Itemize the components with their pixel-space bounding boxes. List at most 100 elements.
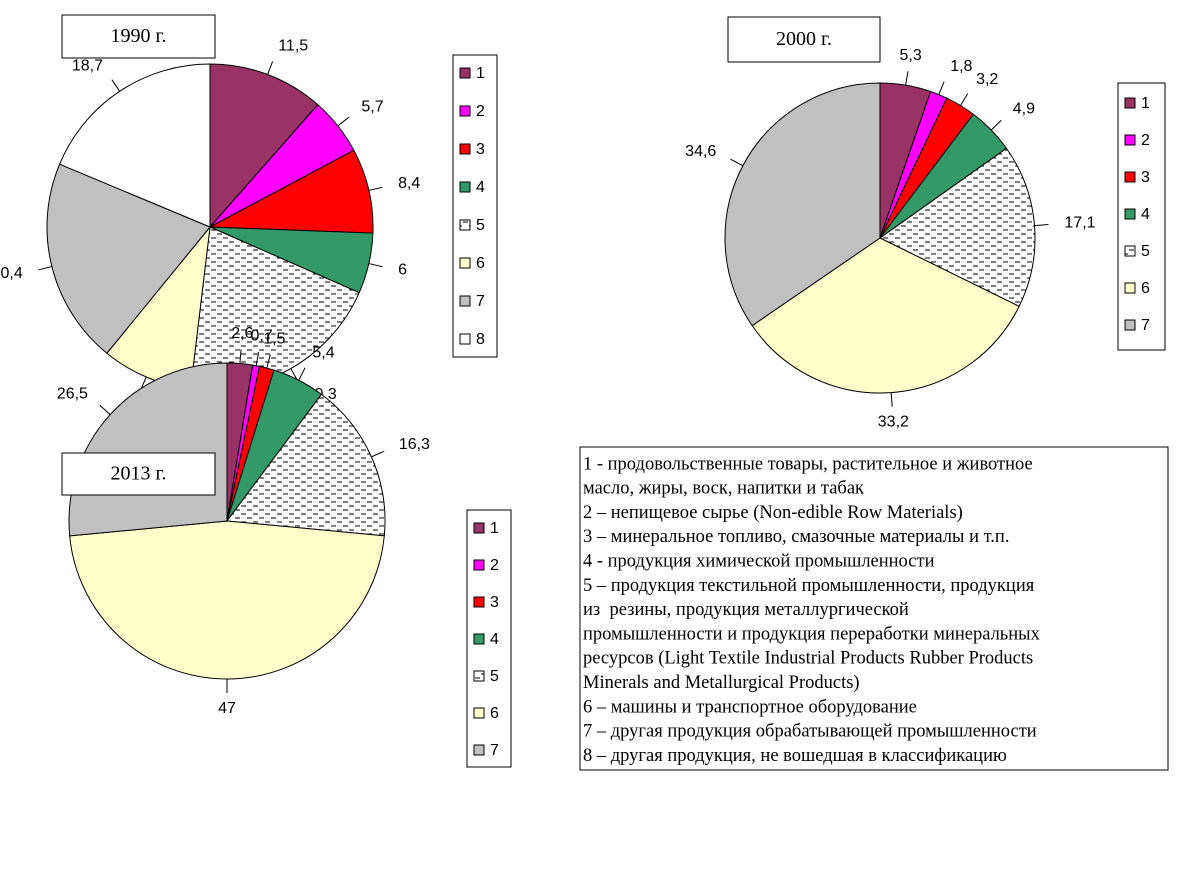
note-line: ресурсов (Light Textile Industrial Produ… bbox=[583, 649, 1033, 669]
note-line: 7 – другая продукция обрабатывающей пром… bbox=[583, 722, 1037, 742]
leader-line bbox=[990, 119, 1002, 131]
chart-title: 1990 г. bbox=[111, 25, 167, 47]
data-label: 4,9 bbox=[1013, 100, 1035, 117]
legend-swatch bbox=[473, 559, 485, 571]
legend-swatch bbox=[473, 633, 485, 645]
data-label: 1,5 bbox=[263, 330, 285, 347]
legend-label: 7 bbox=[1141, 317, 1150, 334]
data-label: 1,8 bbox=[950, 58, 972, 75]
legend-label: 5 bbox=[490, 668, 499, 685]
note-line: масло, жиры, воск, напитки и табак bbox=[583, 479, 864, 499]
legend-swatch bbox=[459, 333, 471, 345]
legend-swatch bbox=[473, 707, 485, 719]
legend-label: 3 bbox=[476, 141, 485, 158]
data-label: 5,7 bbox=[361, 98, 383, 115]
note-line: 6 – машины и транспортное оборудование bbox=[583, 697, 917, 717]
leader-line bbox=[267, 61, 274, 75]
note-line: 4 - продукция химической промышленности bbox=[583, 551, 935, 571]
data-label: 18,7 bbox=[72, 58, 103, 75]
legend-swatch bbox=[473, 522, 485, 534]
legend-swatch bbox=[1124, 282, 1136, 294]
leader-line bbox=[368, 263, 383, 268]
legend-label: 3 bbox=[490, 594, 499, 611]
legend-swatch bbox=[459, 295, 471, 307]
data-label: 3,2 bbox=[976, 71, 998, 88]
pie-slice bbox=[208, 149, 374, 234]
pie-slice bbox=[69, 520, 385, 680]
leader-line bbox=[368, 186, 383, 191]
data-label: 0,7 bbox=[251, 327, 273, 344]
legend-swatch bbox=[473, 596, 485, 608]
note-line: 8 – другая продукция, не вошедшая в клас… bbox=[583, 746, 1007, 766]
data-label: 5,4 bbox=[312, 345, 334, 362]
leader-line bbox=[99, 404, 111, 416]
legend-label: 7 bbox=[476, 293, 485, 310]
notes-box bbox=[579, 446, 1169, 771]
data-label: 8,4 bbox=[398, 175, 420, 192]
data-label: 16,3 bbox=[399, 436, 430, 453]
legend-swatch bbox=[1124, 245, 1136, 257]
legend-swatch bbox=[1124, 171, 1136, 183]
legend-label: 4 bbox=[476, 179, 485, 196]
note-line: из резины, продукция металлургической bbox=[583, 600, 909, 620]
legend-label: 6 bbox=[490, 705, 499, 722]
legend-label: 6 bbox=[476, 255, 485, 272]
data-label: 20,4 bbox=[0, 265, 23, 282]
legend-swatch bbox=[459, 181, 471, 193]
legend-label: 8 bbox=[476, 331, 485, 348]
pie-slice bbox=[68, 362, 228, 537]
leader-line bbox=[239, 349, 242, 364]
leader-line bbox=[298, 367, 306, 381]
legend-label: 5 bbox=[1141, 243, 1150, 260]
legend-label: 5 bbox=[476, 217, 485, 234]
legend-swatch bbox=[459, 143, 471, 155]
legend-label: 6 bbox=[1141, 280, 1150, 297]
legend-swatch bbox=[1124, 134, 1136, 146]
chart-title: 2000 г. bbox=[776, 28, 832, 50]
data-label: 2,6 bbox=[231, 325, 253, 342]
leader-line bbox=[890, 392, 893, 407]
legend-label: 1 bbox=[476, 65, 485, 82]
note-line: промышленности и продукция переработки м… bbox=[583, 624, 1041, 644]
leader-line bbox=[730, 158, 744, 167]
leader-line bbox=[371, 450, 385, 458]
leader-line bbox=[938, 81, 945, 95]
pie-slice bbox=[724, 82, 881, 327]
leader-line bbox=[255, 351, 260, 366]
legend-label: 4 bbox=[490, 631, 499, 648]
title-box bbox=[727, 16, 881, 63]
data-label: 34,6 bbox=[685, 143, 716, 160]
leader-line bbox=[1034, 223, 1049, 227]
legend-label: 7 bbox=[490, 742, 499, 759]
legend-swatch bbox=[473, 744, 485, 756]
leader-line bbox=[960, 93, 969, 106]
title-box bbox=[61, 452, 216, 496]
legend-label: 4 bbox=[1141, 206, 1150, 223]
data-label: 11,5 bbox=[278, 38, 308, 55]
data-label: 17,1 bbox=[1064, 214, 1095, 231]
pie-slice bbox=[879, 147, 1036, 308]
legend-swatch bbox=[459, 219, 471, 231]
leader-line bbox=[905, 71, 909, 86]
note-line: Minerals and Metallurgical Products) bbox=[583, 673, 860, 693]
legend-label: 2 bbox=[490, 557, 499, 574]
legend-swatch bbox=[1124, 97, 1136, 109]
title-box bbox=[61, 14, 216, 59]
legend-label: 1 bbox=[1141, 95, 1150, 112]
legend-label: 3 bbox=[1141, 169, 1150, 186]
leader-line bbox=[111, 79, 121, 92]
pie-slice bbox=[58, 63, 211, 228]
chart-title: 2013 г. bbox=[111, 463, 167, 485]
data-label: 47 bbox=[218, 700, 236, 717]
legend-swatch bbox=[473, 670, 485, 682]
note-line: 2 – непищевое сырье (Non-edible Row Mate… bbox=[583, 503, 963, 523]
note-line: 3 – минеральное топливо, смазочные матер… bbox=[583, 527, 1009, 547]
legend-swatch bbox=[459, 105, 471, 117]
legend-swatch bbox=[459, 257, 471, 269]
legend-label: 2 bbox=[1141, 132, 1150, 149]
note-line: 5 – продукция текстильной промышленности… bbox=[583, 576, 1035, 596]
leader-line bbox=[337, 116, 350, 127]
legend-label: 2 bbox=[476, 103, 485, 120]
leader-line bbox=[38, 266, 52, 271]
